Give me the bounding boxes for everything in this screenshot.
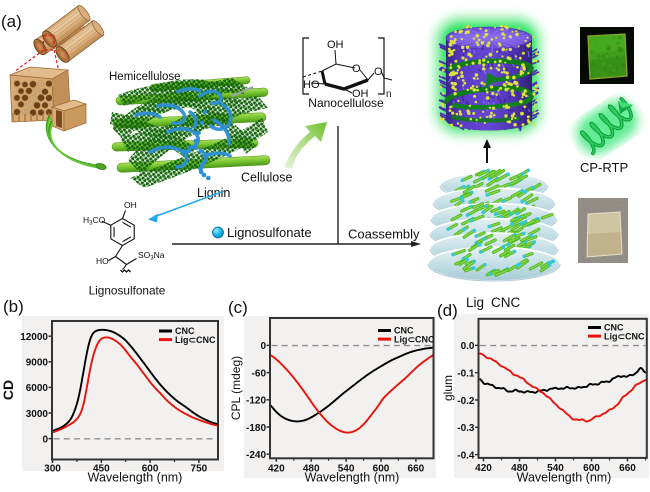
svg-text:HO: HO <box>303 79 320 91</box>
svg-text:Wavelength (nm): Wavelength (nm) <box>517 471 612 485</box>
svg-text:HO: HO <box>96 256 109 266</box>
svg-text:CPL (mdeg): CPL (mdeg) <box>229 356 243 420</box>
svg-text:O: O <box>374 66 383 78</box>
svg-text:Lig: Lig <box>466 295 484 310</box>
svg-text:Lig⊂CNC: Lig⊂CNC <box>604 331 645 341</box>
svg-text:Lignosulfonate: Lignosulfonate <box>227 225 312 240</box>
svg-text:(a): (a) <box>1 12 22 31</box>
svg-text:Cellulose: Cellulose <box>241 171 292 185</box>
svg-text:-0.1: -0.1 <box>457 369 475 380</box>
svg-text:H3CO: H3CO <box>83 215 106 227</box>
svg-text:Lignin: Lignin <box>197 186 230 200</box>
svg-text:Lig⊂CNC: Lig⊂CNC <box>175 335 216 345</box>
svg-text:0: 0 <box>42 434 48 445</box>
svg-text:(d): (d) <box>437 301 458 320</box>
svg-text:12000: 12000 <box>20 332 48 343</box>
svg-text:-0.3: -0.3 <box>457 423 475 434</box>
svg-text:Hemicellulose: Hemicellulose <box>109 71 181 83</box>
svg-text:O: O <box>352 63 361 75</box>
svg-text:3000: 3000 <box>26 409 49 420</box>
svg-text:660: 660 <box>408 464 425 475</box>
svg-text:-0.4: -0.4 <box>457 450 475 461</box>
svg-text:Wavelength (nm): Wavelength (nm) <box>305 471 400 485</box>
svg-text:CD: CD <box>0 380 16 400</box>
svg-text:Wavelength (nm): Wavelength (nm) <box>88 471 183 485</box>
svg-text:(b): (b) <box>3 297 24 316</box>
svg-text:OH: OH <box>327 39 344 51</box>
svg-text:-180: -180 <box>246 423 266 434</box>
svg-text:Lig⊂CNC: Lig⊂CNC <box>394 334 435 344</box>
svg-text:OH: OH <box>124 200 137 210</box>
svg-text:-60: -60 <box>252 368 267 379</box>
svg-text:6000: 6000 <box>26 383 49 394</box>
svg-text:0.0: 0.0 <box>461 341 475 352</box>
svg-text:-120: -120 <box>246 396 266 407</box>
svg-text:CNC: CNC <box>491 295 520 310</box>
svg-text:Lignosulfonate: Lignosulfonate <box>89 284 166 298</box>
svg-text:420: 420 <box>268 464 285 475</box>
svg-text:CP-RTP: CP-RTP <box>580 160 628 175</box>
svg-text:-240: -240 <box>246 450 266 461</box>
svg-text:420: 420 <box>475 463 492 474</box>
svg-text:660: 660 <box>619 463 636 474</box>
svg-text:SO3Na: SO3Na <box>138 250 165 262</box>
svg-text:(c): (c) <box>228 298 248 317</box>
svg-text:Nanocellulose: Nanocellulose <box>308 96 384 110</box>
svg-text:OH: OH <box>352 88 369 100</box>
svg-text:9000: 9000 <box>26 358 49 369</box>
svg-text:n: n <box>386 89 392 100</box>
svg-text:750: 750 <box>191 464 208 475</box>
svg-text:0: 0 <box>260 341 266 352</box>
svg-text:Coassembly: Coassembly <box>348 227 420 242</box>
svg-text:glum: glum <box>441 375 455 401</box>
svg-text:300: 300 <box>44 464 61 475</box>
svg-text:-0.2: -0.2 <box>457 396 475 407</box>
